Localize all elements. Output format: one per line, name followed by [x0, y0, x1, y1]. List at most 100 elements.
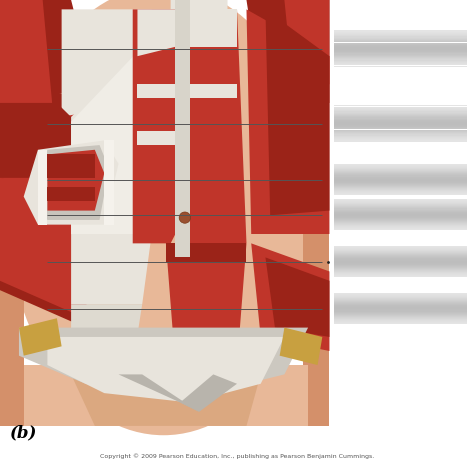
- Bar: [334, 320, 467, 321]
- Polygon shape: [0, 0, 52, 103]
- Bar: [334, 247, 467, 248]
- Circle shape: [179, 212, 191, 223]
- Bar: [334, 319, 467, 320]
- Bar: [334, 185, 467, 186]
- Bar: [334, 250, 467, 251]
- Bar: [334, 211, 467, 212]
- Bar: [334, 176, 467, 177]
- Bar: [334, 223, 467, 224]
- Bar: [334, 215, 467, 216]
- Bar: [334, 58, 467, 59]
- Bar: [334, 249, 467, 250]
- Bar: [334, 316, 467, 317]
- Bar: [334, 164, 467, 165]
- Bar: [334, 303, 467, 304]
- Polygon shape: [280, 328, 322, 365]
- Bar: [334, 62, 467, 63]
- Bar: [334, 108, 467, 109]
- Bar: [334, 40, 467, 41]
- Bar: [334, 130, 467, 131]
- Polygon shape: [133, 9, 180, 243]
- Bar: [334, 131, 467, 132]
- Polygon shape: [0, 0, 85, 103]
- Bar: [334, 193, 467, 194]
- Bar: [334, 121, 467, 122]
- Bar: [334, 206, 467, 207]
- Bar: [334, 175, 467, 176]
- Bar: [334, 41, 467, 43]
- Bar: [334, 222, 467, 223]
- Polygon shape: [47, 337, 284, 402]
- Bar: [334, 268, 467, 269]
- Bar: [334, 192, 467, 193]
- Bar: [334, 118, 467, 120]
- Polygon shape: [19, 328, 308, 398]
- Bar: [334, 137, 467, 138]
- Bar: [334, 186, 467, 187]
- Bar: [334, 136, 467, 137]
- Bar: [334, 46, 467, 47]
- Bar: [334, 221, 467, 222]
- Bar: [334, 217, 467, 218]
- Polygon shape: [171, 9, 237, 80]
- Bar: [334, 254, 467, 255]
- Bar: [334, 296, 467, 297]
- Bar: [334, 214, 467, 215]
- Bar: [334, 261, 467, 262]
- Bar: [334, 312, 467, 313]
- Bar: [334, 57, 467, 58]
- Bar: [334, 258, 467, 259]
- Bar: [334, 168, 467, 169]
- Polygon shape: [0, 94, 85, 328]
- Bar: [334, 111, 467, 112]
- Bar: [334, 220, 467, 221]
- Bar: [334, 181, 467, 182]
- Polygon shape: [0, 178, 95, 318]
- Polygon shape: [38, 145, 109, 220]
- Bar: [334, 305, 467, 306]
- Bar: [334, 262, 467, 263]
- Bar: [334, 127, 467, 128]
- Bar: [334, 267, 467, 268]
- Bar: [334, 205, 467, 206]
- Bar: [334, 179, 467, 180]
- Bar: [334, 276, 467, 277]
- Bar: [334, 300, 467, 301]
- Bar: [334, 298, 467, 299]
- Text: (b): (b): [9, 424, 37, 442]
- Bar: [334, 225, 467, 227]
- Bar: [334, 114, 467, 115]
- Bar: [334, 172, 467, 173]
- Polygon shape: [251, 243, 329, 351]
- Bar: [334, 113, 467, 114]
- Bar: [334, 116, 467, 117]
- Bar: [334, 199, 467, 200]
- Bar: [334, 61, 467, 62]
- Bar: [334, 169, 467, 170]
- Polygon shape: [137, 131, 175, 145]
- Polygon shape: [246, 0, 329, 103]
- Bar: [334, 246, 467, 247]
- Bar: [334, 210, 467, 211]
- Polygon shape: [246, 9, 329, 234]
- Polygon shape: [19, 318, 62, 356]
- Bar: [334, 224, 467, 225]
- Bar: [334, 133, 467, 134]
- Bar: [334, 273, 467, 274]
- Bar: [334, 304, 467, 305]
- Bar: [334, 49, 467, 50]
- Bar: [334, 128, 467, 130]
- Bar: [334, 47, 467, 49]
- Bar: [334, 257, 467, 258]
- Bar: [334, 117, 467, 118]
- Bar: [334, 107, 467, 108]
- Bar: [334, 294, 467, 295]
- Bar: [334, 310, 467, 312]
- Bar: [334, 52, 467, 53]
- Polygon shape: [137, 84, 175, 98]
- Polygon shape: [137, 9, 175, 56]
- Bar: [334, 183, 467, 184]
- Polygon shape: [0, 117, 24, 426]
- Bar: [334, 307, 467, 308]
- Bar: [334, 188, 467, 189]
